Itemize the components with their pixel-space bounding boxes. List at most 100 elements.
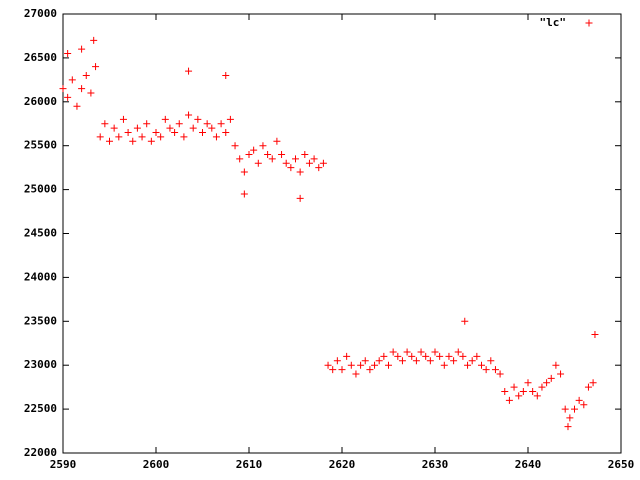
point bbox=[436, 352, 444, 360]
point bbox=[90, 36, 98, 44]
point bbox=[591, 330, 599, 338]
plot-border bbox=[62, 13, 622, 454]
point bbox=[110, 124, 118, 132]
point bbox=[422, 352, 430, 360]
point bbox=[73, 102, 81, 110]
point bbox=[478, 361, 485, 369]
y-tick-label: 25000 bbox=[24, 183, 57, 196]
point bbox=[222, 71, 230, 79]
point bbox=[278, 150, 286, 158]
point bbox=[161, 115, 169, 123]
point bbox=[450, 357, 458, 365]
y-tick-label: 23000 bbox=[24, 358, 57, 371]
point bbox=[226, 115, 234, 123]
point bbox=[78, 85, 86, 93]
point bbox=[129, 137, 137, 145]
point bbox=[510, 383, 518, 391]
point bbox=[143, 120, 151, 128]
point bbox=[64, 93, 72, 101]
point bbox=[152, 129, 160, 137]
point bbox=[501, 388, 509, 396]
point bbox=[538, 383, 546, 391]
point bbox=[310, 155, 318, 163]
point bbox=[287, 164, 295, 172]
point bbox=[543, 379, 551, 387]
point bbox=[282, 159, 290, 167]
point bbox=[305, 159, 313, 167]
point bbox=[240, 168, 248, 176]
point bbox=[496, 370, 504, 378]
x-tick-label: 2630 bbox=[422, 458, 449, 471]
point bbox=[333, 357, 341, 365]
point bbox=[64, 50, 72, 58]
y-tick-label: 26000 bbox=[24, 95, 57, 108]
point bbox=[259, 142, 267, 150]
point bbox=[96, 133, 104, 141]
legend-label: "lc" bbox=[540, 16, 567, 29]
y-tick-label: 24500 bbox=[24, 227, 57, 240]
x-tick-label: 2620 bbox=[329, 458, 356, 471]
point bbox=[264, 150, 272, 158]
y-tick-label: 22500 bbox=[24, 402, 57, 415]
point bbox=[240, 190, 248, 198]
point bbox=[101, 120, 109, 128]
point bbox=[138, 133, 146, 141]
point bbox=[208, 124, 216, 132]
point bbox=[519, 388, 527, 396]
point bbox=[461, 317, 469, 325]
legend-marker bbox=[585, 19, 593, 27]
point bbox=[440, 361, 448, 369]
point bbox=[273, 137, 281, 145]
point bbox=[180, 133, 188, 141]
point bbox=[194, 115, 202, 123]
point bbox=[68, 76, 76, 84]
point bbox=[166, 124, 174, 132]
point bbox=[236, 155, 244, 163]
x-tick-label: 2640 bbox=[515, 458, 542, 471]
point bbox=[106, 137, 113, 145]
x-tick-label: 2650 bbox=[608, 458, 635, 471]
point bbox=[82, 71, 90, 79]
x-tick-label: 2590 bbox=[50, 458, 77, 471]
point bbox=[564, 423, 572, 431]
point bbox=[547, 374, 555, 382]
point bbox=[589, 379, 597, 387]
y-tick-label: 23500 bbox=[24, 314, 57, 327]
point bbox=[59, 85, 67, 93]
point bbox=[222, 129, 230, 137]
point bbox=[338, 366, 346, 374]
point bbox=[491, 366, 499, 374]
point bbox=[347, 361, 355, 369]
point bbox=[454, 348, 462, 356]
point bbox=[575, 396, 583, 404]
point bbox=[375, 357, 383, 365]
point bbox=[398, 357, 406, 365]
point bbox=[301, 150, 309, 158]
point bbox=[324, 361, 332, 369]
point bbox=[464, 361, 472, 369]
point bbox=[412, 357, 420, 365]
point bbox=[426, 357, 434, 365]
point bbox=[515, 392, 523, 400]
point bbox=[217, 120, 225, 128]
point bbox=[566, 414, 574, 422]
x-tick-label: 2610 bbox=[236, 458, 263, 471]
point bbox=[361, 357, 369, 365]
point bbox=[371, 361, 379, 369]
point bbox=[245, 150, 253, 158]
point bbox=[171, 129, 179, 137]
point bbox=[487, 357, 495, 365]
point bbox=[292, 155, 299, 163]
point bbox=[389, 348, 397, 356]
point bbox=[268, 155, 276, 163]
point bbox=[296, 168, 304, 176]
point bbox=[87, 89, 95, 97]
point bbox=[524, 379, 532, 387]
point bbox=[505, 396, 513, 404]
point bbox=[254, 159, 262, 167]
point bbox=[366, 366, 374, 374]
point bbox=[557, 370, 565, 378]
point bbox=[250, 146, 258, 154]
y-tick-label: 24000 bbox=[24, 270, 57, 283]
point bbox=[552, 361, 560, 369]
